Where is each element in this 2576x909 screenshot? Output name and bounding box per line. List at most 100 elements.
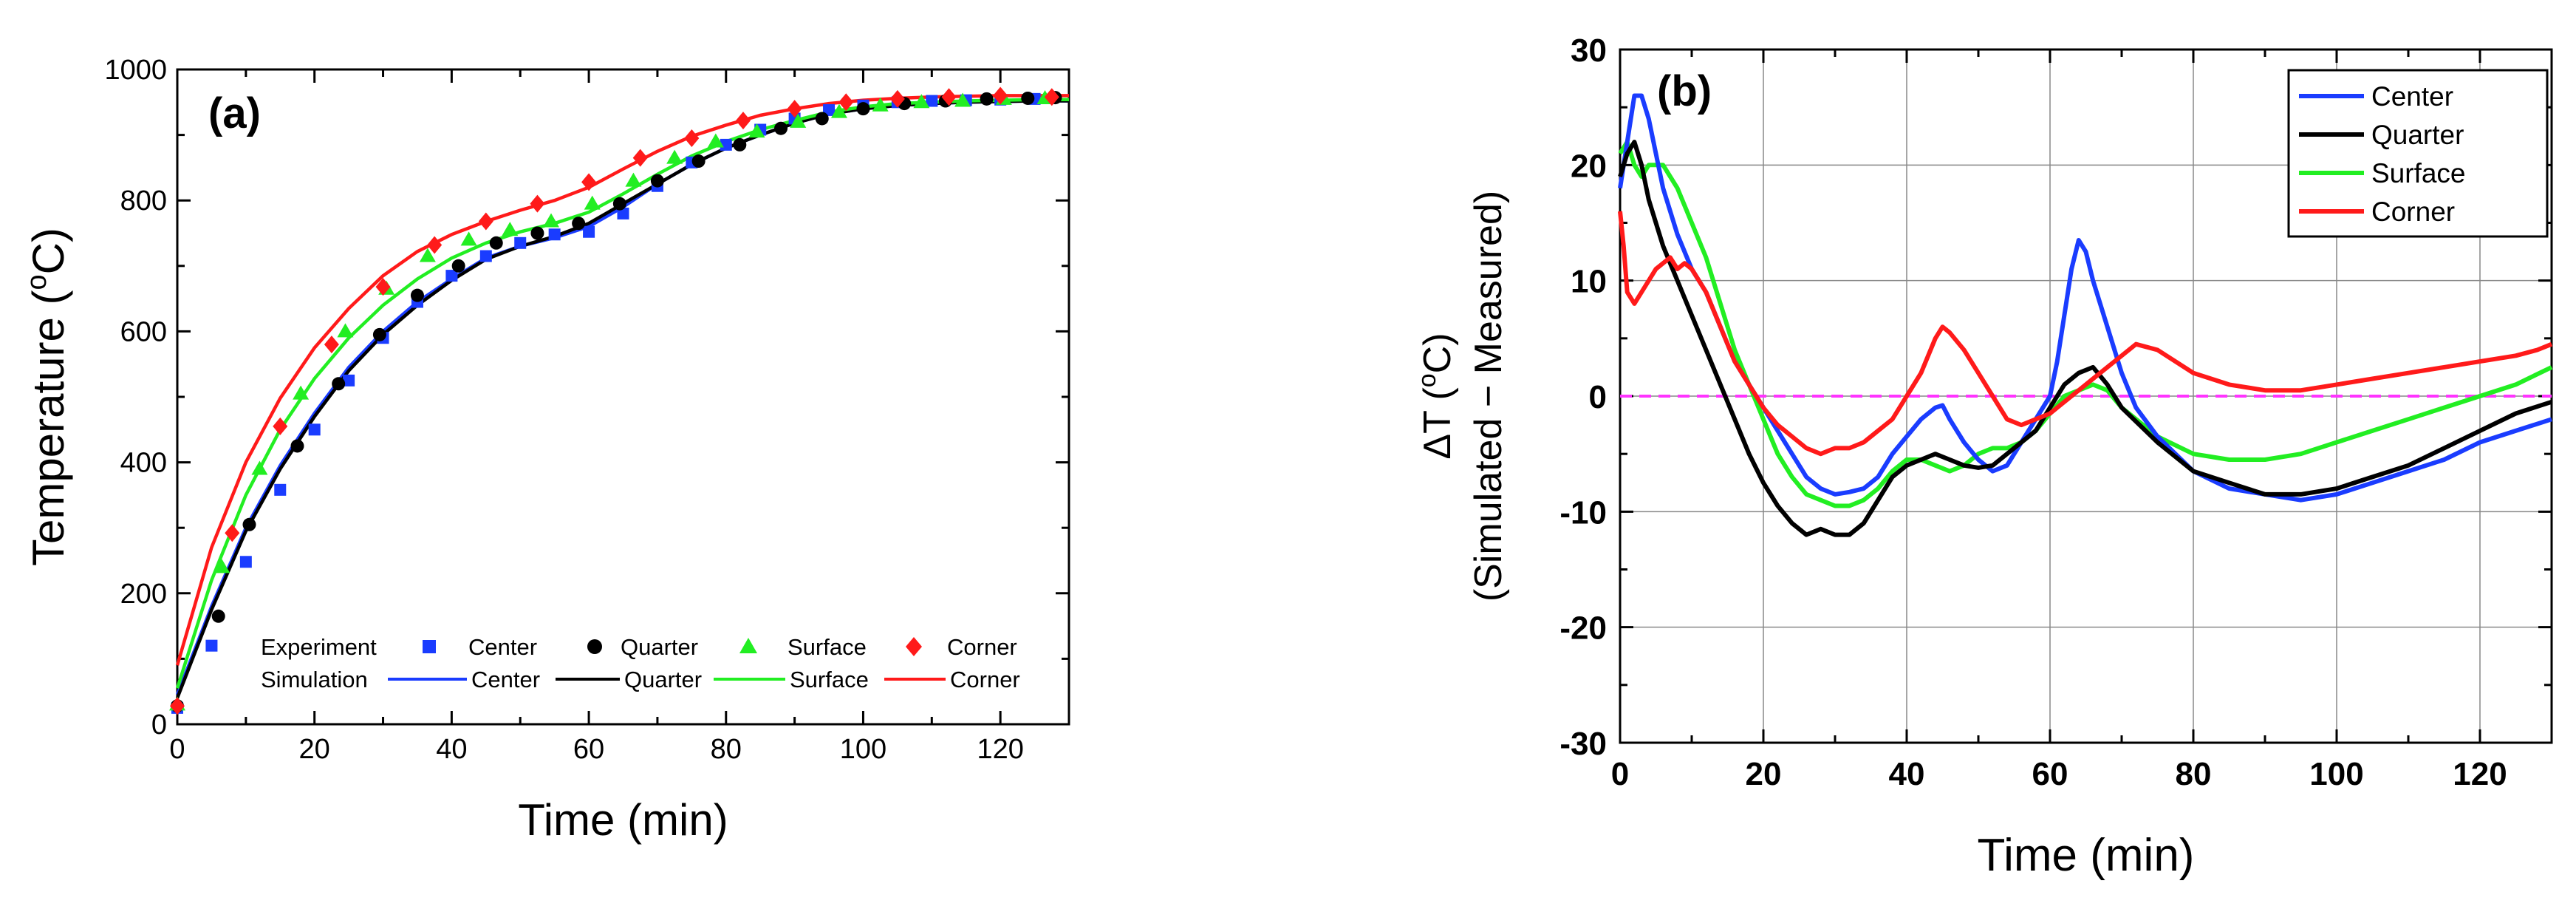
experiment-point-center — [823, 103, 836, 116]
x-tick-label: 100 — [840, 734, 886, 765]
experiment-point-corner — [225, 524, 240, 542]
panel-b-delta-t-chart: 0 20 40 60 80 100 120 -30 -20 -10 0 10 20 30 Time (min… — [1413, 33, 2553, 881]
experiment-point-surface — [830, 103, 847, 118]
experiment-point-surface — [625, 172, 642, 187]
simulation-line-surface — [175, 98, 1069, 689]
experiment-point-corner — [478, 212, 493, 231]
x-tick-label: 0 — [169, 734, 185, 765]
experiment-point-center — [548, 228, 561, 241]
y-tick-label: 200 — [120, 579, 167, 610]
experiment-point-surface — [913, 94, 930, 109]
experiment-point-center — [445, 270, 458, 282]
experiment-point-surface — [790, 113, 807, 128]
experiment-point-corner — [375, 278, 391, 296]
simulation-line-corner — [175, 94, 1069, 666]
experiment-point-center — [479, 250, 492, 262]
x-tick-label: 40 — [436, 734, 467, 765]
experiment-point-quarter — [691, 154, 706, 168]
experiment-point-center — [514, 236, 527, 249]
x-axis-title: Time (min) — [518, 795, 728, 845]
legend-simulation-label: Simulation — [261, 667, 368, 692]
legend-experiment-marker — [739, 638, 757, 653]
legend-experiment-marker — [906, 637, 922, 656]
experiment-point-corner — [273, 417, 288, 435]
series-line-corner — [1618, 211, 2553, 457]
experiment-point-quarter — [774, 121, 788, 135]
experiment-point-center — [274, 483, 287, 496]
experiment-point-quarter — [733, 137, 747, 152]
experiment-point-corner — [632, 149, 648, 167]
experiment-point-quarter — [650, 174, 664, 188]
legend-experiment-marker — [587, 639, 602, 654]
y-tick-label: -30 — [1559, 726, 1607, 762]
experiment-point-surface — [954, 92, 971, 107]
experiment-point-surface — [460, 231, 477, 246]
experiment-point-center — [239, 556, 252, 568]
experiment-point-quarter — [856, 102, 870, 116]
experiment-point-center — [583, 225, 595, 238]
x-tick-label: 80 — [2176, 756, 2212, 792]
experiment-point-corner — [941, 88, 957, 106]
experiment-point-surface — [213, 559, 230, 573]
series-line-surface — [1618, 140, 2553, 508]
legend-label-quarter: Quarter — [2371, 120, 2464, 150]
experiment-point-surface — [584, 195, 601, 210]
legend-simulation-name: Quarter — [624, 667, 702, 692]
y-tick-label: 0 — [1589, 379, 1607, 415]
y-tick-label: 20 — [1571, 148, 1607, 184]
legend-simulation-name: Corner — [950, 667, 1020, 692]
experiment-point-center — [617, 207, 629, 219]
panel-a-temperature-chart: 0 20 40 60 80 100 120 0 200 400 600 800 1000 Time (mi… — [21, 55, 1070, 845]
legend-experiment-name: Quarter — [621, 634, 698, 660]
legend-experiment-name: Corner — [947, 634, 1017, 660]
x-tick-label: 20 — [299, 734, 330, 765]
legend-experiment-marker — [423, 640, 436, 653]
experiment-point-surface — [502, 222, 519, 236]
y-tick-label: 30 — [1571, 33, 1607, 69]
x-tick-label: 60 — [573, 734, 604, 765]
y-tick-label: 0 — [151, 709, 167, 741]
experiment-point-corner — [427, 236, 443, 254]
x-tick-label: 100 — [2309, 756, 2363, 792]
experiment-point-quarter — [242, 517, 256, 531]
experiment-point-corner — [1044, 88, 1059, 106]
experiment-point-quarter — [815, 112, 829, 126]
x-tick-label: 120 — [2453, 756, 2507, 792]
legend-experiment-name: Surface — [788, 634, 867, 660]
experiment-point-center — [205, 639, 218, 652]
experiment-point-corner — [787, 100, 802, 118]
legend-label-corner: Corner — [2371, 197, 2455, 227]
y-tick-label: 400 — [120, 448, 167, 479]
experiment-point-quarter — [612, 197, 626, 211]
x-tick-label: 40 — [1889, 756, 1925, 792]
y-tick-label: 600 — [120, 316, 167, 347]
experiment-point-surface — [251, 460, 268, 475]
experiment-point-surface — [337, 323, 354, 338]
experiment-point-surface — [872, 97, 889, 112]
simulation-line-center — [175, 99, 1069, 695]
x-tick-label: 60 — [2032, 756, 2068, 792]
panel-label: (b) — [1657, 67, 1712, 115]
legend-simulation-name: Center — [471, 667, 540, 692]
experiment-point-quarter — [451, 259, 465, 273]
experiment-point-quarter — [572, 217, 586, 231]
experiment-point-corner — [838, 93, 854, 112]
experiment-point-corner — [530, 194, 545, 213]
y-tick-label: -20 — [1559, 610, 1607, 647]
experiment-point-quarter — [980, 92, 994, 106]
legend-experiment-label: Experiment — [261, 634, 377, 660]
experiment-point-surface — [666, 149, 683, 164]
experiment-point-corner — [581, 173, 597, 191]
experiment-point-quarter — [410, 288, 424, 302]
experiment-point-surface — [543, 213, 560, 228]
simulation-line-quarter — [175, 99, 1069, 699]
y-axis-title-line2: (Simulated − Measured) — [1467, 191, 1510, 602]
legend-simulation-name: Surface — [790, 667, 869, 692]
panel-label: (a) — [208, 89, 261, 137]
experiment-point-surface — [419, 248, 436, 262]
legend-experiment-name: Center — [468, 634, 537, 660]
experiment-point-surface — [293, 385, 310, 400]
x-axis-title: Time (min) — [1978, 830, 2195, 881]
x-tick-label: 20 — [1746, 756, 1782, 792]
